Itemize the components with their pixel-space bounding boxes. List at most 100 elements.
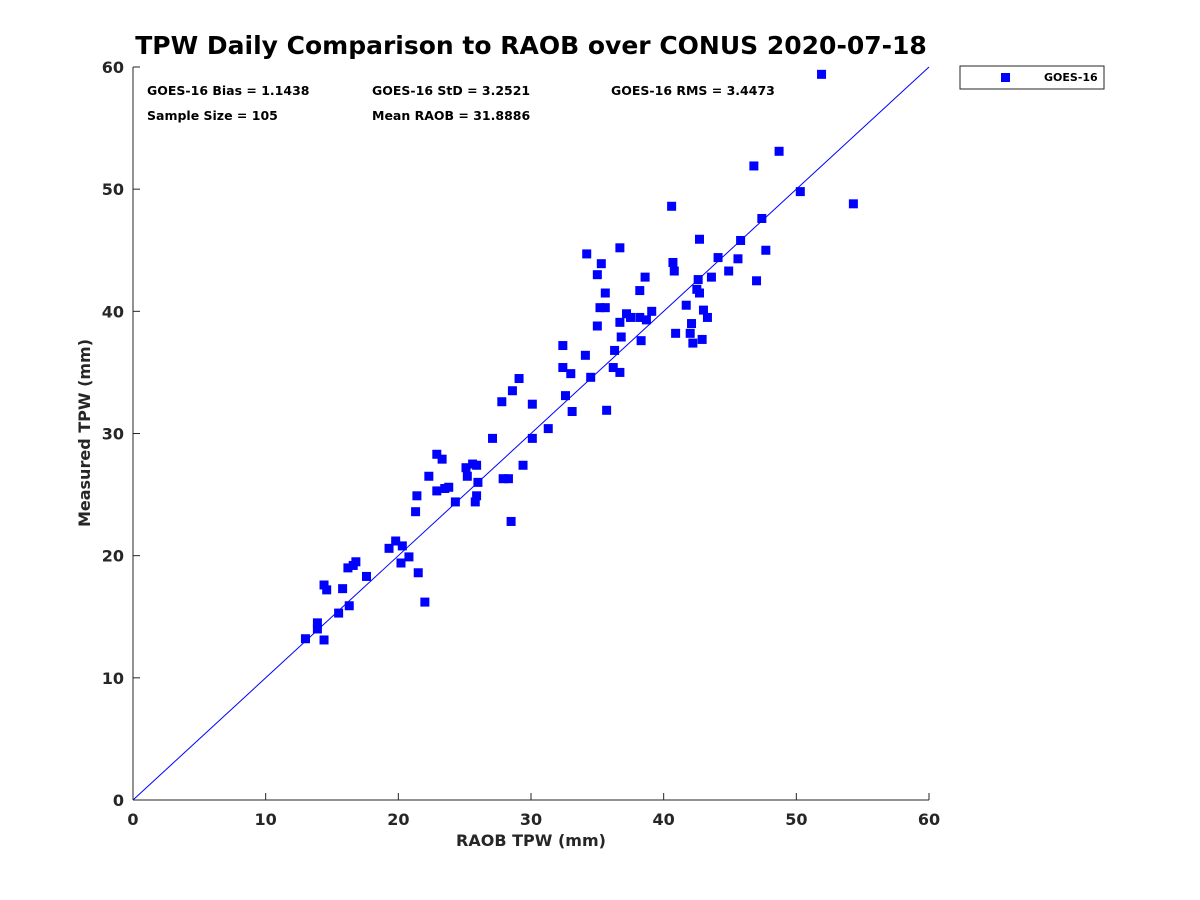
data-point: [641, 315, 651, 325]
data-point: [702, 312, 712, 322]
data-point: [774, 146, 784, 156]
x-axis-label: RAOB TPW (mm): [456, 831, 606, 850]
data-point: [462, 471, 472, 481]
data-point: [635, 286, 645, 296]
legend: GOES-16: [959, 65, 1105, 90]
data-point: [411, 507, 421, 517]
data-point: [600, 288, 610, 298]
data-point: [681, 300, 691, 310]
data-point: [610, 345, 620, 355]
data-point: [733, 254, 743, 264]
data-point: [560, 391, 570, 401]
data-point: [761, 245, 771, 255]
data-point: [848, 199, 858, 209]
x-tick-label: 50: [785, 810, 807, 829]
legend-marker-goes16: [1001, 73, 1010, 82]
data-point: [615, 317, 625, 327]
data-point: [757, 213, 767, 223]
data-point: [749, 161, 759, 171]
data-point: [694, 234, 704, 244]
data-point: [338, 584, 348, 594]
data-point: [527, 399, 537, 409]
data-point: [580, 350, 590, 360]
data-point: [437, 454, 447, 464]
data-point: [319, 580, 329, 590]
data-point: [752, 276, 762, 286]
data-point: [724, 266, 734, 276]
legend-label-goes16: GOES-16: [1044, 71, 1098, 84]
stat-rms: GOES-16 RMS = 3.4473: [611, 83, 775, 98]
data-point: [608, 363, 618, 373]
data-point: [626, 312, 635, 322]
y-tick-label: 40: [102, 302, 124, 321]
data-point: [432, 449, 442, 459]
stat-std: GOES-16 StD = 3.2521: [372, 83, 530, 98]
data-point: [697, 334, 707, 344]
data-point: [391, 536, 401, 546]
data-point: [647, 306, 657, 316]
data-point: [461, 463, 471, 473]
x-tick-label: 0: [127, 810, 138, 829]
data-point: [322, 585, 332, 595]
data-point: [586, 372, 596, 382]
data-point: [669, 266, 679, 276]
data-point: [361, 571, 371, 581]
data-point: [300, 634, 310, 644]
data-point: [343, 563, 353, 573]
data-point: [558, 363, 568, 373]
data-point: [567, 407, 577, 417]
data-point: [470, 497, 480, 507]
data-point: [667, 201, 677, 211]
x-tick-label: 20: [387, 810, 409, 829]
y-tick-label: 10: [102, 669, 124, 688]
data-point: [344, 601, 354, 611]
data-point: [472, 491, 482, 501]
data-point: [507, 386, 517, 396]
data-point: [334, 608, 344, 618]
x-tick-label: 30: [520, 810, 542, 829]
data-point: [736, 235, 746, 245]
data-point: [397, 541, 407, 551]
data-point: [506, 516, 516, 526]
data-point: [472, 460, 482, 470]
data-point: [566, 369, 576, 379]
data-point: [817, 69, 827, 79]
data-point: [424, 471, 434, 481]
data-point: [694, 288, 704, 298]
data-point: [444, 482, 454, 492]
data-point: [473, 477, 483, 487]
data-point: [693, 275, 703, 285]
y-tick-label: 30: [102, 425, 124, 444]
data-point: [795, 187, 805, 197]
data-point: [412, 491, 422, 501]
y-tick-label: 50: [102, 180, 124, 199]
data-point: [404, 552, 414, 562]
data-point: [312, 624, 322, 634]
data-point: [595, 303, 605, 313]
legend-box: [959, 65, 1105, 90]
data-point: [698, 305, 708, 315]
data-point: [687, 319, 697, 329]
data-point: [706, 272, 716, 282]
x-tick-label: 10: [255, 810, 277, 829]
stat-bias: GOES-16 Bias = 1.1438: [147, 83, 309, 98]
data-point: [319, 635, 329, 645]
data-point: [312, 618, 322, 628]
data-point: [615, 367, 625, 377]
data-point: [596, 259, 606, 269]
data-point: [668, 257, 678, 267]
data-point: [685, 328, 695, 338]
data-point: [602, 405, 612, 415]
data-point: [450, 497, 460, 507]
data-point: [615, 243, 625, 253]
data-point: [592, 321, 602, 331]
data-point: [543, 424, 553, 434]
data-point: [497, 397, 507, 407]
data-point: [396, 558, 406, 568]
data-point: [514, 374, 524, 384]
stat-mean-raob: Mean RAOB = 31.8886: [372, 108, 530, 123]
data-point: [600, 303, 610, 313]
data-point: [558, 341, 568, 351]
x-tick-label: 40: [653, 810, 675, 829]
